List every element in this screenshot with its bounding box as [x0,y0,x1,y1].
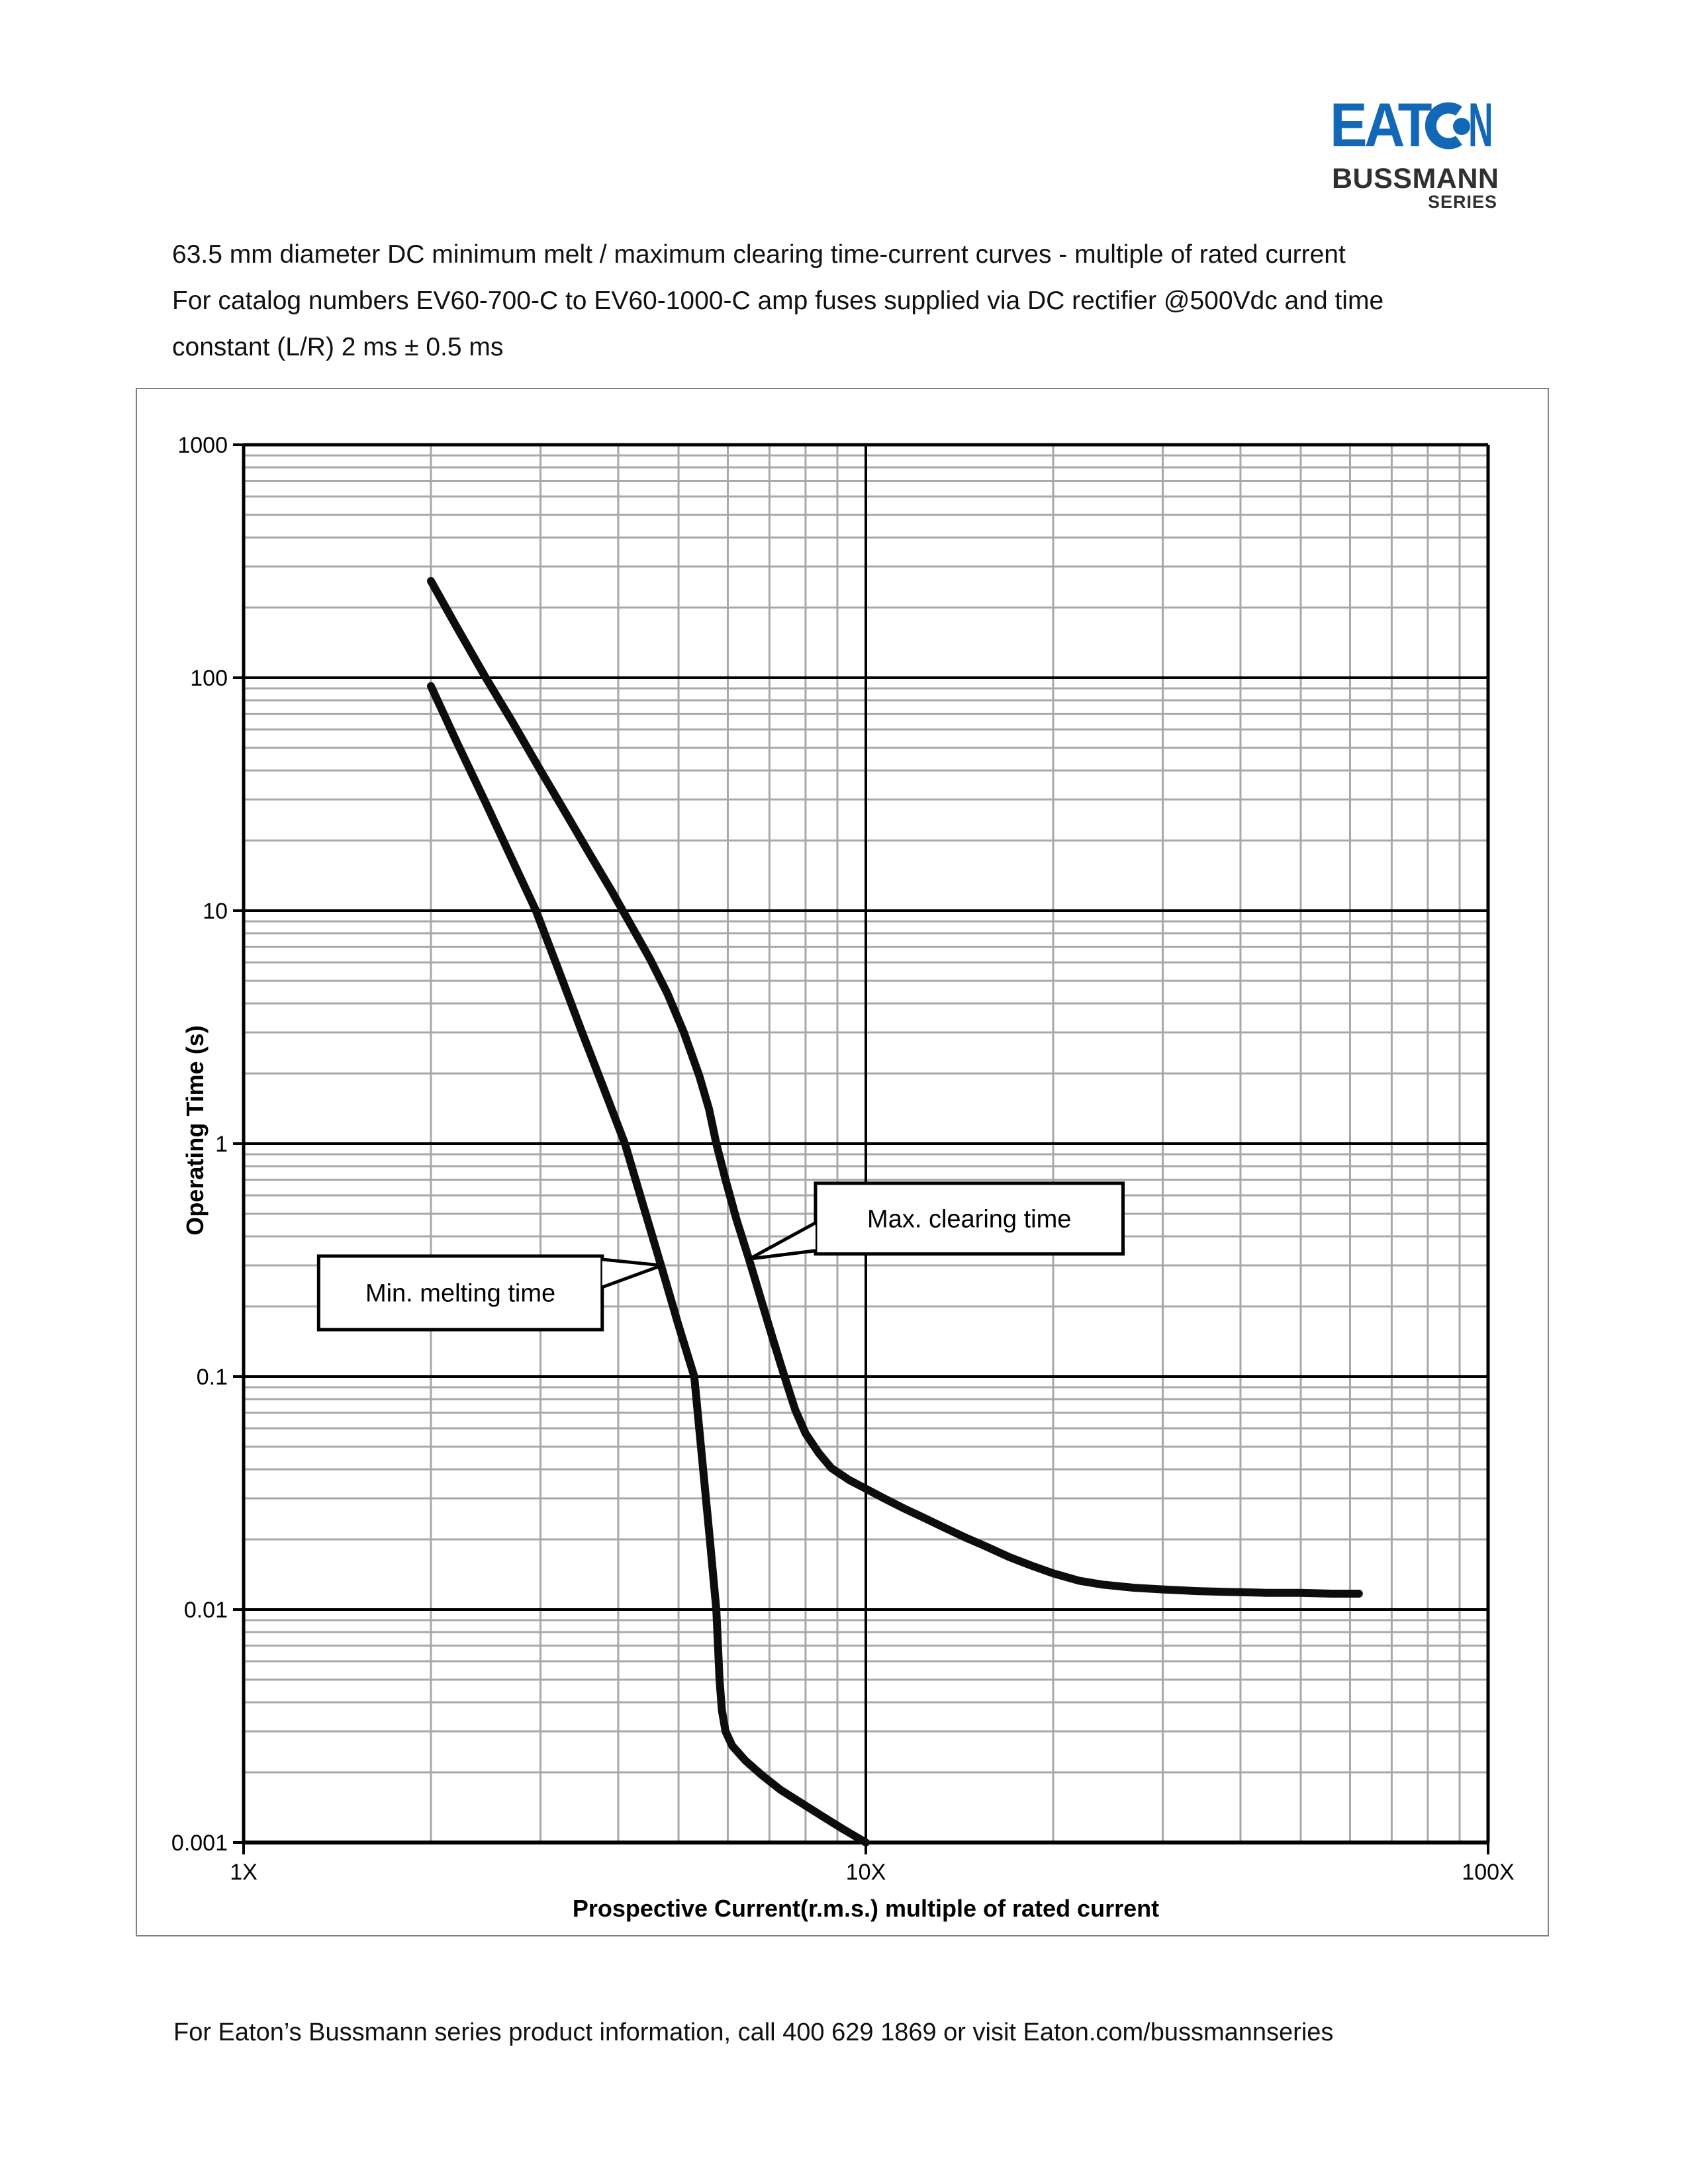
eaton-bussmann-logo: EAT N BUSSMANN SERIES [1331,97,1500,212]
y-tick-label: 0.01 [184,1598,228,1623]
x-tick-label: 100X [1462,1860,1514,1885]
y-tick-label: 0.001 [171,1831,228,1856]
eaton-logo-right-letter: N [1468,97,1491,154]
series-wordmark: SERIES [1427,192,1497,212]
min-melting-curve [427,682,870,1846]
eaton-logo-left-letters: EAT [1332,97,1432,154]
x-tick-label: 10X [846,1860,886,1885]
bussmann-wordmark: BUSSMANN [1332,163,1499,195]
y-tick-label: 1 [215,1132,228,1157]
eaton-logo-dot-icon [1453,118,1470,135]
callout-box [316,1254,604,1332]
callout-box [814,1181,1125,1256]
y-tick-label: 0.1 [197,1365,228,1390]
eaton-logo-icon: EAT N [1332,97,1491,154]
callout-label: Max. clearing time [867,1205,1071,1233]
callout-leader [747,1221,817,1261]
footer-text: For Eaton’s Bussmann series product info… [173,2019,1334,2046]
x-axis-title: Prospective Current(r.m.s.) multiple of … [573,1895,1159,1922]
y-axis-title: Operating Time (s) [181,1025,209,1235]
document-title: 63.5 mm diameter DC minimum melt / maxim… [172,232,1470,371]
chart-frame: 1000 100 10 1 0.1 0.01 0.001 1X 10X 100X Prospecti… [136,388,1549,1936]
y-tick-label: 1000 [177,433,228,458]
callout-leader [601,1257,664,1289]
eaton-logo-crescent-icon [1425,102,1462,150]
title-line-2: For catalog numbers EV60-700-C to EV60-1… [172,287,1384,315]
title-line-1: 63.5 mm diameter DC minimum melt / maxim… [172,240,1346,269]
x-tick-label: 1X [230,1860,258,1885]
max-clearing-curve [427,576,1363,1598]
y-tick-label: 100 [190,666,228,691]
callout-label: Min. melting time [365,1280,555,1308]
title-line-3: constant (L/R) 2 ms ± 0.5 ms [172,333,504,361]
y-tick-label: 10 [203,899,228,924]
